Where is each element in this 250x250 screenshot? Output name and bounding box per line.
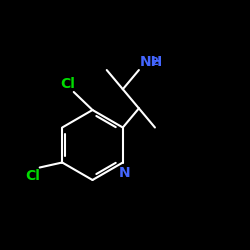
Text: N: N <box>119 166 130 179</box>
Text: 2: 2 <box>152 57 158 67</box>
Text: NH: NH <box>140 55 164 69</box>
Text: Cl: Cl <box>60 77 75 91</box>
Text: Cl: Cl <box>25 169 40 183</box>
